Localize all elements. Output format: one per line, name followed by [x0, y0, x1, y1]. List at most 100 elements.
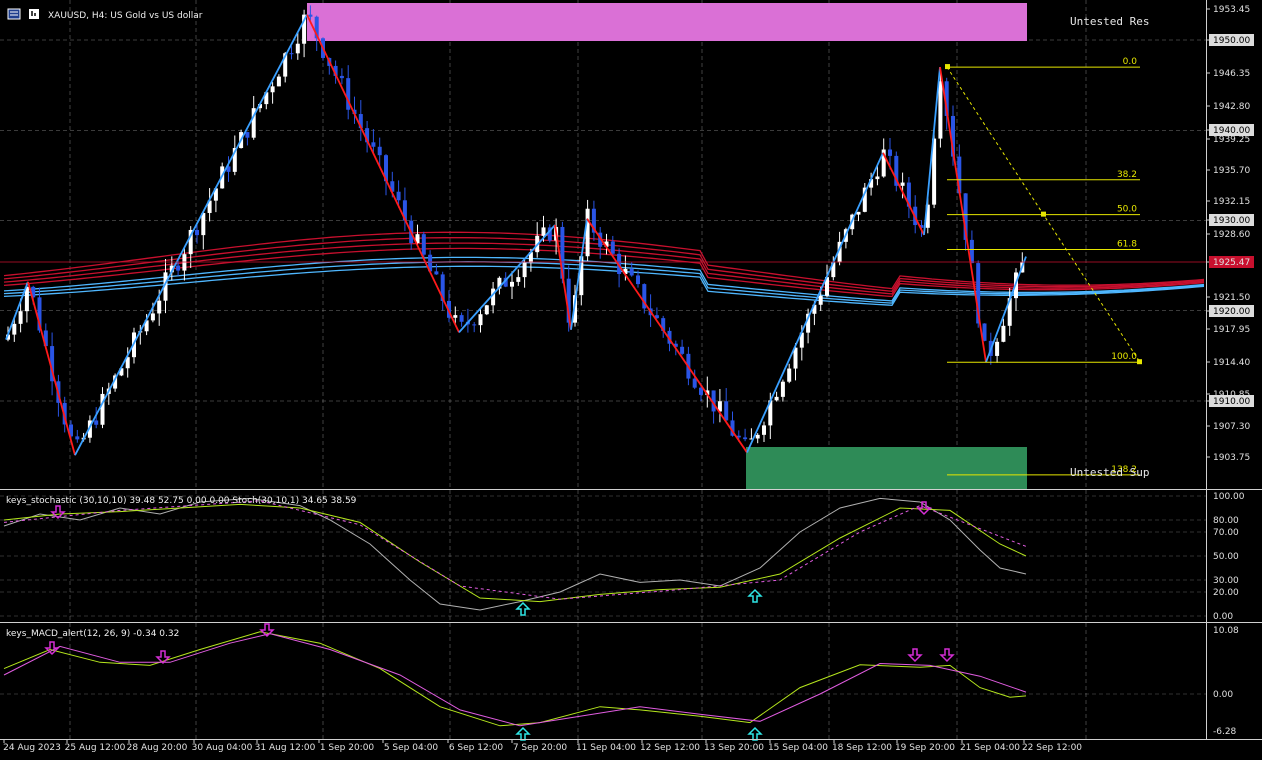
- zigzag-down-leg: [306, 14, 460, 333]
- candle-body: [661, 318, 666, 331]
- candle-body: [579, 256, 584, 296]
- candle-body: [169, 265, 174, 273]
- candle-body: [503, 277, 508, 287]
- window-icon[interactable]: [7, 8, 21, 20]
- candle-body: [94, 420, 99, 425]
- candle-body: [976, 263, 981, 324]
- stoch-tick-label: 0.00: [1213, 612, 1233, 622]
- candle-body: [352, 109, 357, 115]
- time-axis-label: 30 Aug 04:00: [192, 743, 253, 753]
- candle-body: [711, 390, 716, 412]
- time-axis-label: 24 Aug 2023: [3, 743, 61, 753]
- candle-body: [365, 128, 370, 143]
- chart-title: XAUUSD, H4: US Gold vs US dollar: [48, 11, 203, 21]
- candle-body: [591, 208, 596, 233]
- candle-body: [308, 14, 313, 17]
- candle-body: [283, 53, 288, 77]
- candle-body: [812, 304, 817, 314]
- macd-buy-arrow-icon: [515, 726, 531, 741]
- candle-body: [831, 262, 836, 278]
- candle-body: [982, 323, 987, 341]
- macd-tick-label: -6.28: [1213, 727, 1237, 737]
- candle-body: [144, 320, 149, 332]
- zigzag-up-leg: [74, 14, 308, 456]
- candle-body: [717, 401, 722, 412]
- candle-body: [440, 274, 445, 301]
- candle-body: [951, 115, 955, 157]
- candle-body: [522, 262, 527, 278]
- candle-body: [906, 182, 911, 207]
- price-level-box: [1209, 305, 1254, 317]
- candle-body: [963, 193, 968, 240]
- candle-body: [629, 268, 634, 276]
- price-tick-label: 1939.25: [1213, 135, 1250, 145]
- candle-body: [856, 211, 861, 215]
- time-axis-label: 18 Sep 12:00: [832, 743, 892, 753]
- stochastic-signal-line: [3, 503, 1027, 603]
- macd-main-line: [3, 631, 1027, 727]
- macd-tick-label: 0.00: [1213, 690, 1233, 700]
- candle-body: [176, 265, 181, 271]
- zigzag-up-leg: [5, 281, 29, 340]
- candle-body: [900, 182, 905, 186]
- macd-sell-arrow-icon: [259, 623, 275, 638]
- candle-body: [566, 278, 571, 323]
- candle-body: [415, 234, 420, 244]
- macd-title: keys_MACD_alert(12, 26, 9) -0.34 0.32: [6, 629, 179, 639]
- fib-level-label: 38.2: [1117, 170, 1137, 180]
- candle-body: [346, 78, 351, 110]
- zigzag-up-leg: [985, 256, 1027, 363]
- time-axis-label: 5 Sep 04:00: [384, 743, 439, 753]
- ema-red-line: [3, 247, 1205, 298]
- candle-body: [497, 277, 502, 289]
- candle-body: [295, 43, 300, 54]
- candle-body: [806, 313, 811, 333]
- stoch-tick-label: 80.00: [1213, 516, 1239, 526]
- candle-body: [888, 149, 892, 156]
- support-zone-label: Untested Sup: [1070, 466, 1149, 479]
- chart-type-icon[interactable]: [29, 9, 39, 19]
- stoch-buy-arrow-icon: [515, 601, 531, 616]
- candle-body: [919, 225, 924, 228]
- price-tick-label: 1942.80: [1213, 102, 1250, 112]
- price-tick-label: 1910.00: [1213, 397, 1250, 407]
- candle-body: [459, 315, 464, 322]
- fib-end-handle[interactable]: [1137, 359, 1142, 365]
- price-tick-label: 1928.60: [1213, 230, 1250, 240]
- candle-body: [862, 187, 867, 212]
- candle-body: [881, 149, 886, 177]
- candle-body: [371, 142, 376, 147]
- stoch-tick-label: 30.00: [1213, 576, 1239, 586]
- candle-body: [87, 420, 92, 438]
- candle-body: [793, 347, 798, 369]
- ema-red-line: [3, 231, 1205, 290]
- zigzag-up-leg: [923, 66, 941, 236]
- ema-red-line: [3, 242, 1205, 295]
- fib-mid-handle[interactable]: [1041, 211, 1046, 217]
- candle-body: [547, 227, 552, 241]
- candle-body: [875, 176, 880, 180]
- candle-body: [314, 16, 319, 39]
- price-level-box: [1209, 34, 1254, 46]
- candle-body: [18, 311, 23, 324]
- candle-body: [837, 241, 842, 263]
- candle-body: [957, 156, 962, 194]
- candle-body: [799, 332, 804, 348]
- support-zone[interactable]: [746, 447, 1027, 489]
- candle-body: [37, 297, 42, 331]
- candle-body: [938, 81, 943, 139]
- fib-level-label: 61.8: [1117, 239, 1137, 249]
- candle-body: [358, 114, 363, 129]
- price-tick-label: 1903.75: [1213, 453, 1250, 463]
- time-axis-label: 13 Sep 20:00: [704, 743, 764, 753]
- time-axis-label: 1 Sep 20:00: [320, 743, 375, 753]
- stochastic-dashed-line: [3, 500, 1027, 600]
- candle-body: [113, 375, 118, 389]
- time-axis-label: 22 Sep 12:00: [1022, 743, 1082, 753]
- fib-anchor-handle[interactable]: [945, 64, 950, 70]
- candle-body: [680, 346, 685, 354]
- resistance-zone[interactable]: [307, 3, 1027, 41]
- candle-body: [995, 341, 1000, 356]
